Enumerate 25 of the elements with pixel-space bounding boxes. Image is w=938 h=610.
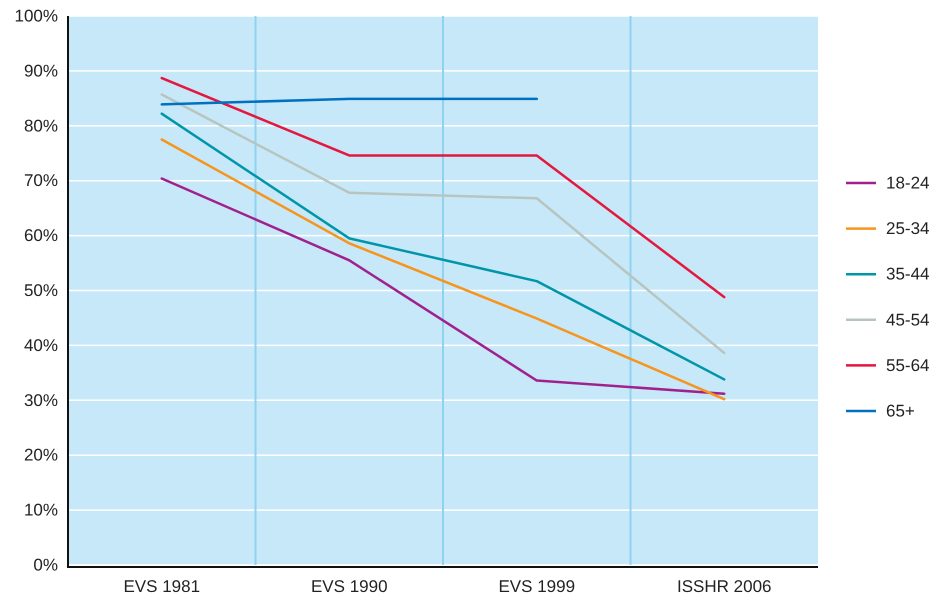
y-tick-label: 0% — [33, 556, 58, 574]
y-tick-label: 90% — [24, 61, 58, 80]
y-tick-label: 40% — [24, 336, 58, 355]
y-tick-label: 70% — [24, 171, 58, 190]
x-tick-label: EVS 1981 — [123, 577, 200, 596]
legend-label: 25-34 — [886, 219, 930, 238]
y-tick-label: 50% — [24, 281, 58, 300]
line-series — [160, 138, 726, 400]
y-tick-label: 60% — [24, 226, 58, 246]
legend-label: 35-44 — [886, 264, 930, 284]
x-tick-label: EVS 1990 — [310, 577, 388, 596]
y-tick-label: 30% — [24, 390, 58, 410]
y-tick-label: 80% — [24, 116, 58, 136]
y-tick-label: 20% — [24, 446, 58, 465]
legend-label: 55-64 — [886, 356, 930, 375]
legend-label: 18-24 — [886, 174, 930, 192]
legend-label: 45-54 — [886, 310, 930, 330]
legend-label: 65+ — [886, 402, 915, 420]
y-tick-label: 100% — [14, 6, 58, 26]
line-series — [160, 112, 726, 381]
x-tick-label: ISSHR 2006 — [677, 577, 772, 596]
line-series — [160, 93, 726, 354]
line-series — [160, 177, 726, 395]
x-tick-label: EVS 1999 — [498, 577, 576, 596]
y-tick-label: 10% — [24, 500, 58, 520]
